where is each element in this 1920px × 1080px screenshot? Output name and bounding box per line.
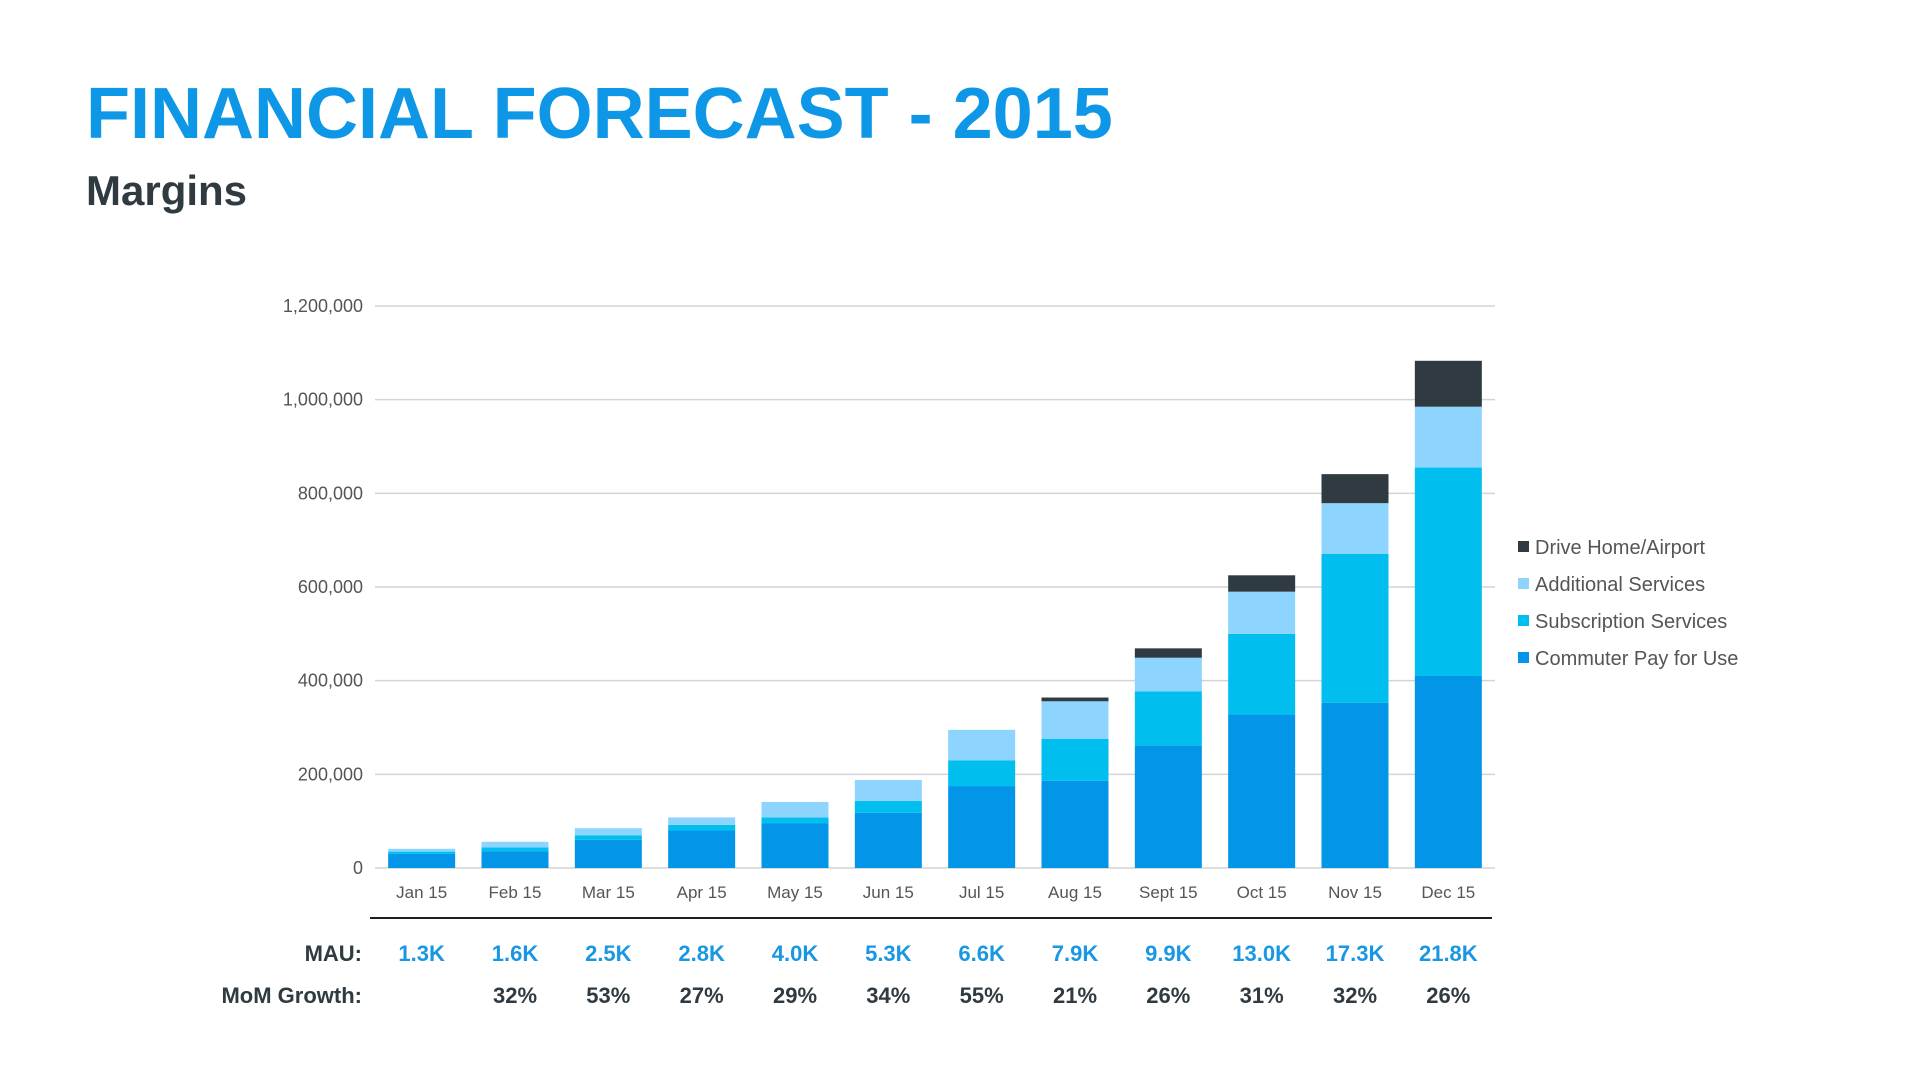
mau-value: 1.6K (492, 941, 539, 966)
x-tick-label: May 15 (767, 883, 823, 902)
mau-value: 2.5K (585, 941, 632, 966)
bar-segment (761, 801, 829, 818)
bar-segment (574, 828, 642, 836)
legend-swatch (1518, 652, 1529, 663)
mau-value: 6.6K (958, 941, 1005, 966)
bar-segment (1041, 738, 1109, 781)
mau-value: 21.8K (1419, 941, 1478, 966)
bar-segment (761, 817, 829, 824)
bar-segment (1321, 474, 1389, 504)
x-tick-label: Jun 15 (863, 883, 914, 902)
bar-segment (1134, 745, 1202, 868)
bar-segment (574, 839, 642, 868)
legend-label: Commuter Pay for Use (1535, 648, 1738, 670)
y-tick-label: 1,000,000 (283, 390, 363, 410)
bar-segment (388, 853, 456, 868)
bar-segment (668, 817, 736, 825)
bar-segment (668, 824, 736, 831)
mom-growth-value: 29% (773, 983, 817, 1008)
mau-value: 9.9K (1145, 941, 1192, 966)
bar-segment (1414, 406, 1482, 468)
x-tick-label: Mar 15 (582, 883, 635, 902)
bar-segment (1041, 697, 1109, 702)
bar-segment (1041, 701, 1109, 739)
bar-segment (948, 729, 1016, 761)
mom-growth-value: 34% (866, 983, 910, 1008)
bar-segment (388, 848, 456, 852)
bar-segment (1228, 714, 1296, 868)
mom-growth-value: 26% (1426, 983, 1470, 1008)
page-title: FINANCIAL FORECAST - 2015 (86, 74, 1113, 154)
legend-swatch (1518, 541, 1529, 552)
mom-growth-value: 26% (1146, 983, 1190, 1008)
mau-label: MAU: (305, 941, 362, 966)
x-tick-label: Jul 15 (959, 883, 1004, 902)
bar-segment (1414, 360, 1482, 407)
x-tick-label: Aug 15 (1048, 883, 1102, 902)
x-tick-label: Sept 15 (1139, 883, 1198, 902)
bar-segment (854, 779, 922, 802)
legend-swatch (1518, 578, 1529, 589)
y-tick-label: 400,000 (298, 671, 363, 691)
bar-segment (1134, 691, 1202, 746)
mom-growth-value: 32% (1333, 983, 1377, 1008)
x-tick-label: Apr 15 (677, 883, 727, 902)
y-tick-label: 200,000 (298, 764, 363, 784)
mau-value: 13.0K (1232, 941, 1291, 966)
bar-segment (481, 851, 549, 868)
x-tick-label: Feb 15 (489, 883, 542, 902)
bar-segment (1228, 633, 1296, 715)
x-tick-label: Oct 15 (1237, 883, 1287, 902)
bar-segment (388, 851, 456, 854)
bar-segment (948, 786, 1016, 868)
legend-label: Additional Services (1535, 574, 1705, 596)
bar-segment (1134, 657, 1202, 692)
mau-value: 2.8K (678, 941, 725, 966)
x-tick-label: Nov 15 (1328, 883, 1382, 902)
bar-segment (574, 835, 642, 840)
x-tick-label: Dec 15 (1421, 883, 1475, 902)
bar-segment (481, 847, 549, 852)
bar-segment (668, 830, 736, 868)
bar-segment (1414, 467, 1482, 676)
bar-segment (481, 841, 549, 848)
bar-segment (1321, 553, 1389, 703)
page-subtitle: Margins (86, 167, 248, 214)
mom-growth-value: 53% (586, 983, 630, 1008)
mau-value: 7.9K (1052, 941, 1099, 966)
y-tick-label: 0 (353, 858, 363, 878)
bar-segment (761, 823, 829, 868)
bar-segment (1321, 503, 1389, 554)
mom-growth-label: MoM Growth: (221, 983, 362, 1008)
y-tick-label: 600,000 (298, 577, 363, 597)
legend-label: Subscription Services (1535, 611, 1727, 633)
bar-segment (854, 812, 922, 868)
mom-growth-value: 32% (493, 983, 537, 1008)
legend-swatch (1518, 615, 1529, 626)
legend-label: Drive Home/Airport (1535, 537, 1705, 559)
bar-segment (1134, 648, 1202, 658)
y-tick-label: 1,200,000 (283, 296, 363, 316)
mau-value: 17.3K (1326, 941, 1385, 966)
y-tick-label: 800,000 (298, 483, 363, 503)
mom-growth-value: 31% (1240, 983, 1284, 1008)
bar-segment (948, 760, 1016, 787)
mau-value: 5.3K (865, 941, 912, 966)
bar-segment (1228, 591, 1296, 634)
x-tick-label: Jan 15 (396, 883, 447, 902)
bar-segment (1321, 702, 1389, 868)
mom-growth-value: 27% (680, 983, 724, 1008)
mom-growth-value: 55% (960, 983, 1004, 1008)
bar-segment (854, 801, 922, 813)
bar-segment (1228, 575, 1296, 592)
mau-value: 4.0K (772, 941, 819, 966)
bar-segment (1414, 675, 1482, 868)
bar-segment (1041, 780, 1109, 868)
mom-growth-value: 21% (1053, 983, 1097, 1008)
mau-value: 1.3K (398, 941, 445, 966)
